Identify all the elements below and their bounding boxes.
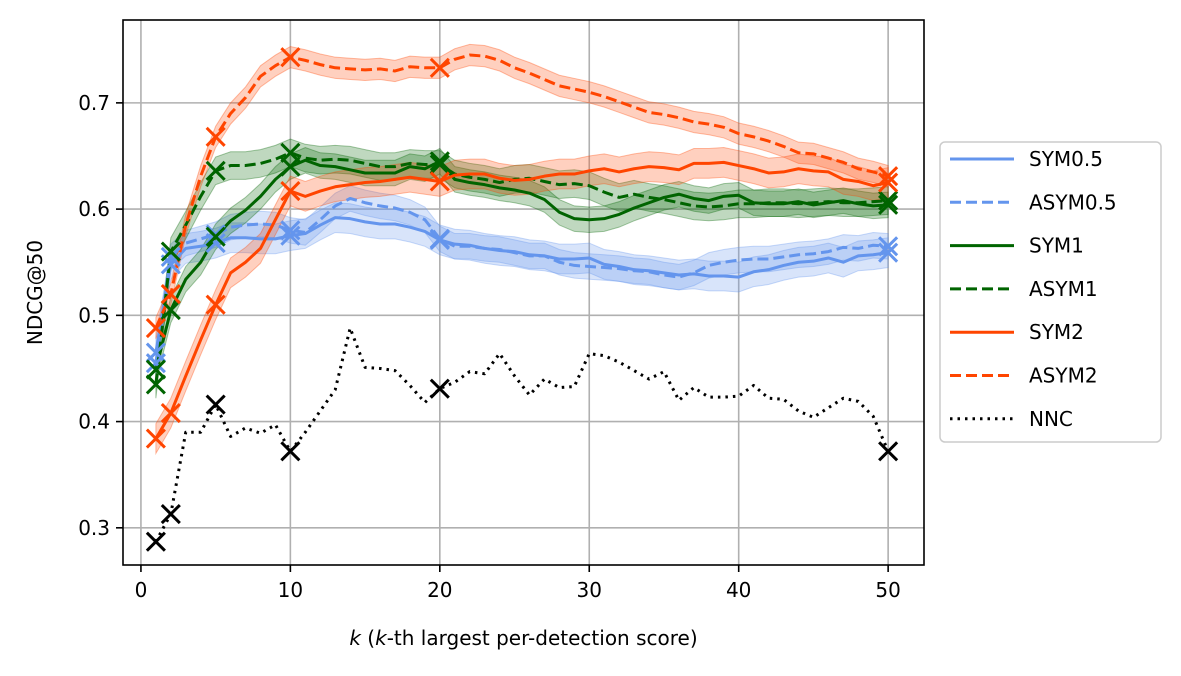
marker-sym1 bbox=[205, 226, 226, 247]
y-tick-label: 0.6 bbox=[78, 197, 110, 221]
marker-asym2 bbox=[878, 166, 899, 187]
legend-label-asym1: ASYM1 bbox=[1029, 277, 1098, 301]
band-sym0-5 bbox=[155, 202, 889, 368]
x-tick-label: 40 bbox=[726, 578, 751, 602]
marker-asym0-5 bbox=[160, 246, 181, 267]
legend-frame bbox=[939, 141, 1162, 443]
marker-sym2 bbox=[205, 294, 226, 315]
x-tick-label: 30 bbox=[577, 578, 602, 602]
marker-asym0-5 bbox=[280, 220, 301, 241]
marker-sym0-5 bbox=[205, 233, 226, 254]
y-tick-label: 0.5 bbox=[78, 303, 110, 327]
marker-sym1 bbox=[878, 194, 899, 215]
marker-sym0-5 bbox=[878, 242, 899, 263]
x-tick-label: 0 bbox=[135, 578, 148, 602]
y-axis-label: NDCG@50 bbox=[23, 240, 47, 345]
confidence-bands bbox=[155, 43, 889, 456]
marker-sym1 bbox=[429, 151, 450, 172]
marker-nnc bbox=[205, 394, 226, 415]
marker-asym2 bbox=[280, 47, 301, 68]
marker-asym1 bbox=[160, 241, 181, 262]
legend-label-sym0-5: SYM0.5 bbox=[1029, 147, 1103, 171]
marker-sym2 bbox=[429, 171, 450, 192]
legend-label-sym2: SYM2 bbox=[1029, 320, 1084, 344]
band-asym2 bbox=[155, 43, 889, 339]
legend-label-asym2: ASYM2 bbox=[1029, 364, 1098, 388]
legend: SYM0.5 ASYM0.5 SYM1 ASYM1 SYM2 ASYM2 NNC bbox=[939, 141, 1162, 443]
x-tick-label: 50 bbox=[875, 578, 900, 602]
line-sym0-5 bbox=[154, 216, 889, 353]
x-tick-label: 10 bbox=[278, 578, 303, 602]
line-asym2 bbox=[154, 53, 889, 329]
marker-asym0-5 bbox=[878, 236, 899, 257]
line-asym1 bbox=[154, 151, 889, 385]
marker-nnc bbox=[878, 441, 899, 462]
marker-asym2 bbox=[145, 318, 166, 339]
marker-asym0-5 bbox=[429, 228, 450, 249]
axis-ticks: 0 10 20 30 40 50 0.3 0.4 0.5 0.6 0.7 bbox=[78, 91, 901, 602]
y-tick-label: 0.3 bbox=[78, 516, 110, 540]
y-tick-label: 0.4 bbox=[78, 410, 110, 434]
marker-sym2 bbox=[145, 428, 166, 449]
marker-asym1 bbox=[878, 190, 899, 211]
x-tick-label: 20 bbox=[427, 578, 452, 602]
marker-nnc bbox=[280, 441, 301, 462]
marker-asym1 bbox=[429, 154, 450, 175]
marker-asym0-5 bbox=[205, 224, 226, 245]
marker-nnc bbox=[145, 531, 166, 552]
marker-sym2 bbox=[160, 403, 181, 424]
plot-frame bbox=[122, 19, 925, 566]
marker-sym0-5 bbox=[280, 225, 301, 246]
marker-sym1 bbox=[145, 359, 166, 380]
marker-asym2 bbox=[205, 126, 226, 147]
marker-sym1 bbox=[160, 299, 181, 321]
legend-label-nnc: NNC bbox=[1029, 407, 1073, 431]
legend-label-asym0-5: ASYM0.5 bbox=[1029, 190, 1117, 214]
y-tick-label: 0.7 bbox=[78, 91, 110, 115]
marker-nnc bbox=[429, 378, 450, 399]
line-nnc bbox=[154, 326, 890, 543]
marker-asym2 bbox=[429, 57, 450, 78]
marker-asym1 bbox=[205, 160, 226, 181]
band-asym0-5 bbox=[155, 185, 889, 376]
series-lines bbox=[154, 53, 890, 543]
marker-asym2 bbox=[160, 284, 181, 305]
marker-asym1 bbox=[280, 142, 301, 163]
line-asym0-5 bbox=[154, 196, 889, 364]
legend-label-sym1: SYM1 bbox=[1029, 234, 1084, 258]
line-sym2 bbox=[154, 160, 889, 440]
series-markers bbox=[145, 47, 899, 552]
marker-sym2 bbox=[878, 172, 899, 193]
marker-sym2 bbox=[280, 180, 301, 202]
x-axis-label: k (k-th largest per-detection score) bbox=[349, 626, 697, 650]
marker-nnc bbox=[160, 503, 181, 525]
grid-lines bbox=[123, 20, 924, 565]
marker-asym0-5 bbox=[145, 353, 166, 374]
marker-asym1 bbox=[145, 374, 166, 395]
